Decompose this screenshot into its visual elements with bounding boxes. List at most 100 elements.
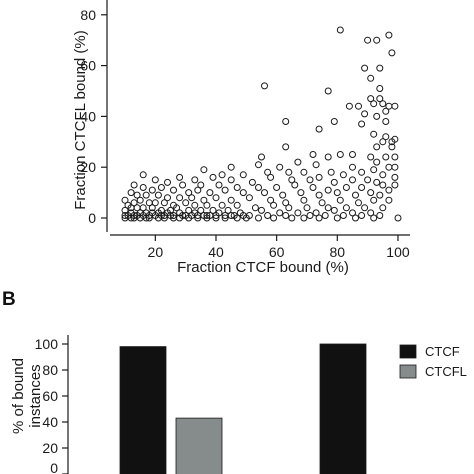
scatter-point [379, 171, 387, 179]
scatter-point [200, 166, 208, 174]
scatter-point [330, 118, 338, 125]
scatter-point [355, 102, 362, 110]
scatter-point [173, 204, 181, 212]
scatter-point [176, 214, 184, 222]
scatter-point [330, 206, 338, 214]
legend-label-ctcfl: CTCFL [425, 364, 467, 379]
scatter-point [209, 206, 217, 214]
bar-y-tick-label: 60 [42, 388, 58, 404]
scatter-point [176, 194, 184, 202]
scatter-point [212, 194, 220, 202]
scatter-point [300, 214, 308, 222]
scatter-point [315, 173, 323, 181]
scatter-point [358, 120, 366, 128]
scatter-point [391, 102, 399, 110]
scatter-point [367, 95, 375, 103]
scatter-point [242, 214, 250, 222]
scatter-point [376, 85, 384, 92]
scatter-point [330, 178, 338, 186]
scatter-point [336, 196, 344, 204]
bar-y-tick-label: 40 [42, 414, 58, 430]
scatter-point [148, 186, 156, 194]
scatter-x-ticks: 20 40 60 80 100 [148, 235, 410, 260]
scatter-point [255, 184, 262, 191]
scatter-point [370, 196, 378, 204]
scatter-point [361, 64, 369, 72]
scatter-point [379, 138, 387, 146]
scatter-point [300, 196, 308, 204]
scatter-point [233, 184, 241, 191]
scatter-point [258, 153, 265, 161]
scatter-point [276, 209, 284, 217]
scatter-point [315, 191, 323, 199]
scatter-point [367, 153, 375, 161]
scatter-point [324, 153, 332, 161]
scatter-point [364, 36, 372, 44]
scatter-point [391, 163, 399, 171]
scatter-point [300, 168, 308, 176]
scatter-point [370, 130, 378, 138]
scatter-point [261, 82, 268, 90]
scatter-point [200, 196, 208, 204]
scatter-point [339, 171, 347, 179]
bar-y-tick-label: 20 [42, 440, 58, 456]
scatter-point [224, 206, 232, 214]
scatter-point [385, 196, 393, 204]
scatter-x-tick-label: 20 [148, 244, 164, 260]
scatter-point [212, 214, 220, 222]
bar-panel: B 0 20 40 60 80 100 % of bound instances CTCF… [2, 289, 467, 474]
scatter-point [136, 196, 144, 204]
scatter-point [151, 199, 159, 207]
scatter-point [333, 214, 341, 222]
scatter-point [309, 184, 317, 191]
scatter-point [379, 100, 387, 108]
scatter-point [309, 151, 317, 158]
scatter-point [376, 191, 384, 199]
scatter-point [297, 189, 305, 197]
scatter-point [142, 214, 150, 222]
scatter-point [306, 212, 314, 219]
scatter-y-axis-title: Fraction CTCFL bound (%) [72, 30, 89, 210]
legend-swatch-ctcfl [399, 364, 417, 379]
scatter-point [288, 176, 296, 184]
scatter-panel: 0 20 40 60 80 20 40 60 80 100 Fraction CTCFL bou… [72, 0, 410, 276]
scatter-point [133, 191, 141, 199]
scatter-point [318, 199, 326, 207]
scatter-point [203, 201, 211, 209]
scatter-point [352, 214, 359, 222]
scatter-point [227, 212, 235, 219]
scatter-x-tick-label: 60 [269, 244, 285, 260]
scatter-point [342, 184, 350, 191]
scatter-x-tick-label: 80 [330, 244, 346, 260]
scatter-point [315, 214, 323, 222]
bar-y-tick-label: 100 [35, 336, 59, 352]
scatter-point [282, 199, 290, 207]
scatter-point [321, 212, 329, 219]
scatter-point [324, 87, 332, 95]
scatter-point [176, 173, 184, 181]
scatter-point [179, 181, 187, 189]
scatter-point [285, 204, 293, 212]
scatter-point [221, 186, 229, 194]
scatter-point [227, 196, 235, 204]
scatter-point [358, 184, 366, 191]
scatter-point [270, 214, 278, 222]
scatter-point [121, 212, 129, 219]
scatter-point [170, 186, 177, 194]
scatter-point [145, 214, 153, 222]
scatter-point [255, 161, 262, 169]
bar-rects [119, 343, 367, 474]
scatter-point [391, 135, 399, 143]
scatter-point [185, 206, 193, 214]
scatter-point [364, 176, 372, 184]
scatter-point [303, 204, 311, 212]
scatter-point [206, 189, 214, 197]
scatter-point [273, 184, 281, 191]
scatter-point [336, 151, 344, 158]
scatter-point [194, 186, 202, 194]
scatter-point [248, 178, 256, 186]
scatter-point [142, 191, 150, 199]
panel-b-letter: B [2, 289, 16, 310]
scatter-y-tick-label: 20 [80, 159, 96, 175]
scatter-point [367, 209, 375, 217]
